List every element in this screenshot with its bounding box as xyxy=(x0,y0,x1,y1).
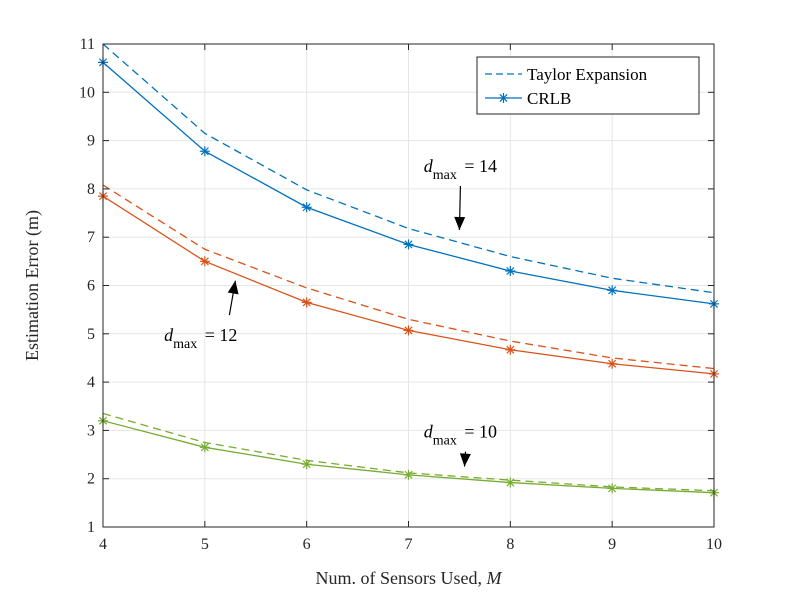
x-tick-label: 5 xyxy=(201,536,209,553)
y-tick-label: 5 xyxy=(87,326,95,343)
data-point-crlb-d-max-12 xyxy=(199,256,210,267)
x-axis-title: Num. of Sensors Used, M xyxy=(316,568,503,588)
data-point-crlb-d-max-10 xyxy=(505,477,516,488)
x-tick-label: 10 xyxy=(706,536,722,553)
data-point-crlb-d-max-10 xyxy=(199,442,210,453)
grid xyxy=(102,43,715,528)
data-point-crlb-d-max-10 xyxy=(607,483,618,494)
data-point-crlb-d-max-10 xyxy=(403,469,414,480)
data-point-crlb-d-max-10 xyxy=(301,459,312,470)
data-point-crlb-d-max-14 xyxy=(301,202,312,213)
annotation-label: dmax = 12 xyxy=(164,325,237,352)
data-point-crlb-d-max-14 xyxy=(403,239,414,250)
x-tick-label: 7 xyxy=(405,536,413,553)
y-tick-label: 1 xyxy=(87,519,95,536)
annotation-arrow-head xyxy=(454,216,466,230)
data-point-crlb-d-max-14 xyxy=(607,285,618,296)
y-tick-label: 9 xyxy=(87,133,95,150)
x-tick-label: 8 xyxy=(506,536,514,553)
y-axis-title: Estimation Error (m) xyxy=(22,210,43,361)
data-point-crlb-d-max-12 xyxy=(607,358,618,369)
legend-label-crlb: CRLB xyxy=(527,89,571,108)
y-tick-label: 2 xyxy=(87,471,95,488)
data-point-crlb-d-max-12 xyxy=(505,344,516,355)
annotation-arrow-head xyxy=(459,453,471,467)
annotation-label: dmax = 10 xyxy=(424,422,497,449)
y-tick-label: 3 xyxy=(87,422,95,439)
x-axis-title-text: Num. of Sensors Used, xyxy=(316,568,487,588)
legend-star-marker xyxy=(498,93,509,103)
y-tick-label: 8 xyxy=(87,181,95,198)
annotation-dmax: dmax = 12 xyxy=(164,280,239,352)
annotation-arrow-head xyxy=(227,280,239,295)
y-axis: 1 2 3 4 5 6 7 8 9 10 11 xyxy=(79,36,714,536)
legend: Taylor Expansion CRLB xyxy=(476,56,700,115)
data-point-crlb-d-max-14 xyxy=(505,266,516,277)
series-line-taylor-d-max-14 xyxy=(102,43,715,294)
legend-box xyxy=(476,56,700,115)
annotations: dmax = 14 dmax = 12 dmax = 10 xyxy=(164,156,497,467)
y-tick-label: 6 xyxy=(87,278,95,295)
x-tick-label: 9 xyxy=(608,536,616,553)
y-tick-label: 10 xyxy=(79,84,95,101)
x-tick-label: 4 xyxy=(99,536,107,553)
x-axis: 4 5 6 7 8 9 10 xyxy=(99,44,722,553)
x-axis-title-variable: M xyxy=(486,568,503,588)
data-point-crlb-d-max-14 xyxy=(199,146,210,157)
legend-star-icon xyxy=(498,93,509,103)
y-tick-label: 11 xyxy=(80,36,95,53)
data-point-crlb-d-max-12 xyxy=(301,297,312,308)
x-tick-label: 6 xyxy=(303,536,311,553)
y-tick-label: 7 xyxy=(87,229,95,246)
annotation-dmax: dmax = 10 xyxy=(424,422,497,467)
series-line-taylor-d-max-12 xyxy=(102,184,715,370)
y-tick-label: 4 xyxy=(87,374,95,391)
data-point-crlb-d-max-12 xyxy=(403,325,414,336)
annotation-label: dmax = 14 xyxy=(424,156,497,183)
legend-label-taylor-expansion: Taylor Expansion xyxy=(527,65,648,84)
annotation-dmax: dmax = 14 xyxy=(424,156,497,230)
